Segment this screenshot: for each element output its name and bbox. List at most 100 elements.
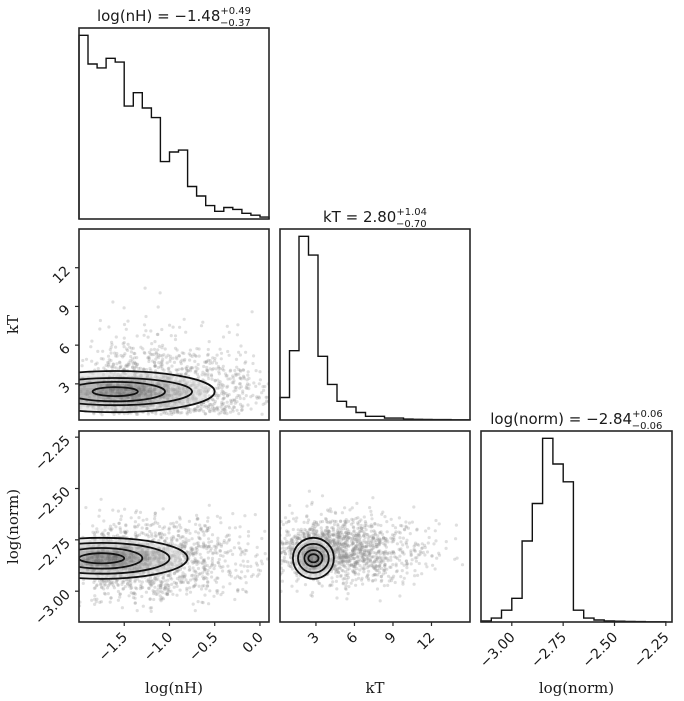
- scatter-point: [274, 546, 277, 549]
- scatter-point: [364, 562, 368, 566]
- density-cell: [151, 372, 171, 377]
- scatter-point: [353, 572, 357, 576]
- scatter-point: [196, 405, 200, 409]
- scatter-point: [326, 535, 330, 540]
- scatter-point: [121, 342, 125, 346]
- density-cell: [309, 554, 314, 559]
- scatter-point: [187, 352, 191, 356]
- scatter-point: [120, 580, 124, 584]
- scatter-point: [374, 578, 378, 582]
- scatter-point: [129, 350, 133, 354]
- scatter-point: [337, 545, 341, 550]
- density-cell: [324, 558, 329, 563]
- scatter-point: [125, 582, 130, 586]
- scatter-point: [181, 544, 185, 549]
- scatter-point: [340, 532, 345, 537]
- scatter-point: [234, 568, 238, 572]
- scatter-point: [207, 377, 211, 381]
- scatter-point: [293, 570, 297, 575]
- scatter-point: [305, 504, 309, 508]
- scatter-point: [207, 340, 211, 344]
- scatter-point: [161, 597, 166, 601]
- density-cell: [313, 565, 318, 570]
- scatter-point: [153, 514, 157, 518]
- scatter-point: [321, 532, 325, 536]
- scatter-point: [202, 544, 206, 549]
- scatter-point: [350, 552, 355, 556]
- scatter-point: [351, 536, 355, 540]
- scatter-point: [355, 536, 359, 540]
- scatter-point: [444, 546, 448, 551]
- density-cell: [309, 543, 314, 547]
- scatter-point: [335, 574, 339, 579]
- density-cell: [133, 399, 152, 403]
- scatter-point: [191, 548, 195, 552]
- scatter-point: [170, 577, 174, 581]
- scatter-point: [154, 352, 159, 356]
- scatter-point: [229, 368, 233, 372]
- scatter-point: [363, 520, 367, 524]
- scatter-point: [319, 531, 324, 535]
- scatter-point: [220, 386, 224, 390]
- scatter-point: [203, 524, 207, 528]
- scatter-point: [351, 548, 355, 552]
- scatter-point: [380, 556, 384, 560]
- scatter-point: [335, 546, 339, 550]
- scatter-point: [322, 533, 327, 537]
- scatter-point: [209, 407, 213, 411]
- scatter-point: [51, 395, 54, 398]
- scatter-point: [295, 343, 298, 346]
- scatter-point: [289, 549, 293, 554]
- scatter-point: [434, 539, 438, 543]
- scatter-point: [202, 546, 206, 550]
- scatter-point: [99, 357, 103, 361]
- scatter-point: [162, 586, 166, 591]
- scatter-point: [197, 536, 201, 541]
- scatter-point: [167, 528, 171, 532]
- scatter-point: [239, 369, 243, 373]
- scatter-point: [391, 550, 395, 554]
- density-cell: [60, 399, 78, 403]
- scatter-point: [199, 324, 204, 328]
- x-tick-label-log-nh: −1.0: [141, 630, 176, 665]
- scatter-point: [184, 372, 188, 376]
- scatter-point: [168, 323, 172, 327]
- scatter-point: [239, 563, 243, 567]
- scatter-point: [109, 351, 113, 355]
- scatter-point: [406, 526, 410, 530]
- scatter-point: [399, 523, 403, 528]
- scatter-point: [295, 540, 299, 544]
- scatter-point: [328, 539, 332, 543]
- scatter-point: [391, 550, 396, 554]
- scatter-point: [352, 536, 356, 540]
- scatter-point: [215, 551, 219, 555]
- scatter-point: [164, 411, 169, 415]
- scatter-point: [128, 583, 132, 587]
- scatter-point: [391, 576, 395, 580]
- scatter-point: [46, 384, 49, 387]
- scatter-point: [129, 578, 133, 582]
- scatter-point: [383, 571, 388, 575]
- scatter-point: [184, 371, 188, 376]
- scatter-point: [152, 597, 156, 602]
- scatter-point: [437, 551, 441, 555]
- scatter-point: [273, 409, 276, 412]
- scatter-point: [316, 579, 320, 583]
- scatter-point: [350, 549, 354, 553]
- scatter-point: [325, 538, 330, 542]
- scatter-point: [404, 524, 408, 529]
- scatter-point: [220, 409, 224, 413]
- scatter-point: [327, 532, 331, 536]
- scatter-point: [335, 596, 339, 600]
- scatter-point: [121, 355, 125, 359]
- scatter-point: [367, 534, 372, 538]
- scatter-point: [205, 584, 209, 588]
- scatter-point: [320, 494, 325, 498]
- scatter-point: [207, 602, 211, 606]
- scatter-point: [376, 543, 380, 547]
- scatter-point: [338, 566, 342, 570]
- scatter-point: [119, 517, 123, 522]
- scatter-point: [375, 564, 379, 568]
- scatter-point: [234, 562, 238, 566]
- scatter-point: [343, 553, 347, 557]
